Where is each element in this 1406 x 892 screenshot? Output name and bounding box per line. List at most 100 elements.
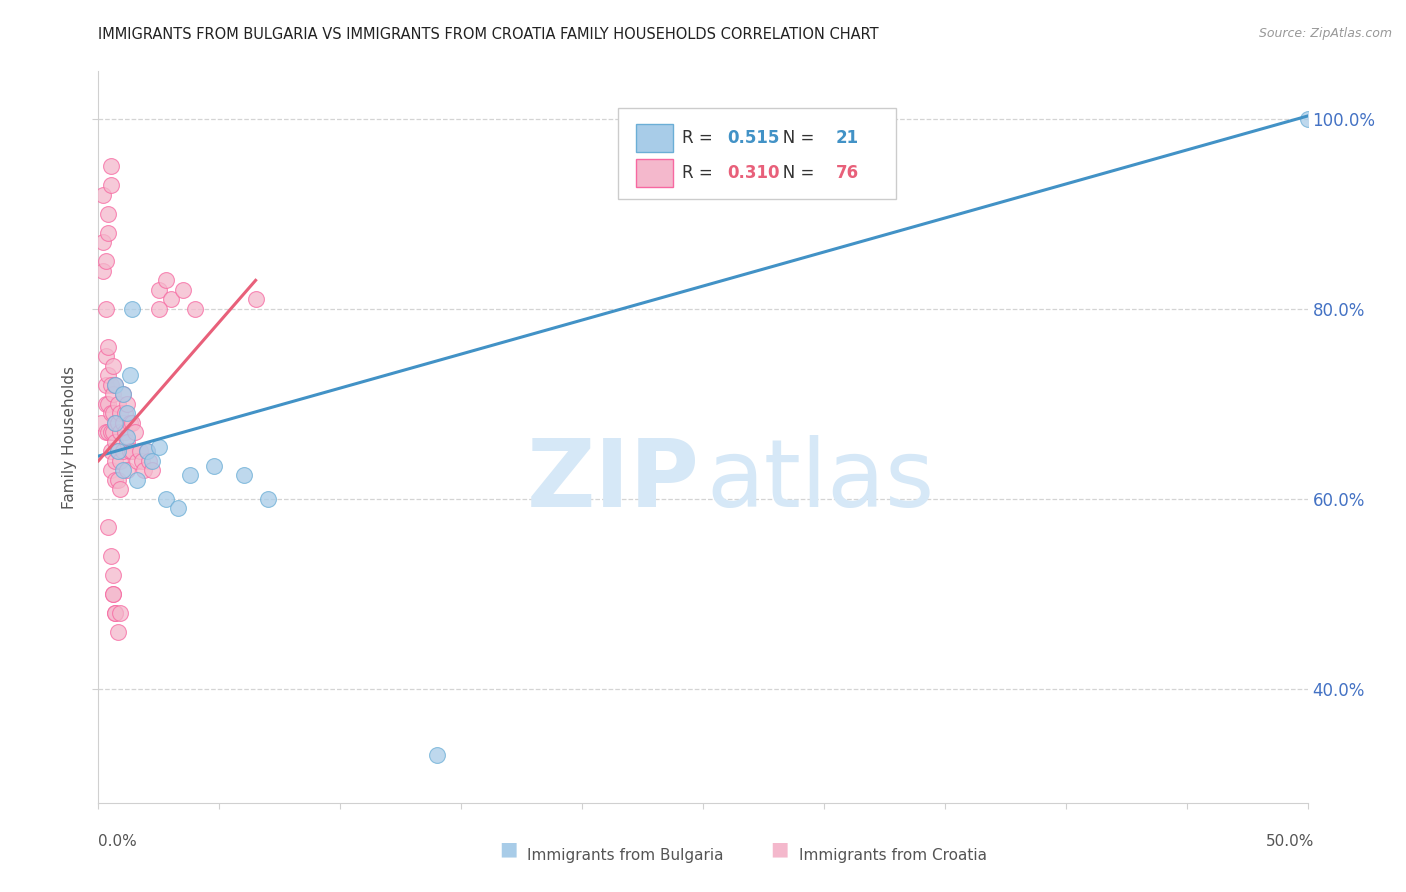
Point bbox=[91, 187, 114, 202]
Point bbox=[91, 264, 114, 278]
Text: R =: R = bbox=[682, 129, 718, 147]
Point bbox=[141, 463, 163, 477]
Point bbox=[172, 283, 194, 297]
Point bbox=[100, 425, 122, 440]
Point bbox=[118, 416, 141, 430]
Bar bbox=[637, 159, 672, 187]
Point bbox=[97, 207, 120, 221]
Point bbox=[121, 416, 143, 430]
Point bbox=[101, 567, 124, 582]
Point bbox=[100, 549, 122, 563]
Point bbox=[179, 468, 201, 483]
Text: Immigrants from Croatia: Immigrants from Croatia bbox=[799, 847, 987, 863]
Text: Immigrants from Bulgaria: Immigrants from Bulgaria bbox=[527, 847, 724, 863]
Point bbox=[107, 624, 129, 639]
Text: ZIP: ZIP bbox=[526, 435, 699, 527]
Point bbox=[104, 377, 127, 392]
Point bbox=[97, 520, 120, 534]
Point bbox=[155, 273, 177, 287]
Text: 50.0%: 50.0% bbox=[1267, 834, 1315, 849]
Point bbox=[108, 406, 131, 420]
Point bbox=[204, 458, 226, 473]
Point bbox=[118, 444, 141, 458]
Point bbox=[101, 587, 124, 601]
Point bbox=[107, 416, 129, 430]
Point bbox=[117, 463, 139, 477]
Point bbox=[232, 468, 254, 483]
Point bbox=[101, 425, 124, 440]
Point bbox=[107, 444, 129, 458]
Point bbox=[97, 340, 120, 354]
Point bbox=[97, 425, 120, 440]
Text: ■: ■ bbox=[499, 839, 517, 858]
Point bbox=[127, 473, 149, 487]
Point bbox=[256, 491, 278, 506]
Point bbox=[111, 444, 134, 458]
Point bbox=[94, 397, 117, 411]
Point bbox=[127, 454, 149, 468]
Text: N =: N = bbox=[768, 164, 820, 182]
Point bbox=[114, 406, 136, 420]
Point bbox=[111, 416, 134, 430]
Point bbox=[101, 359, 124, 373]
Point bbox=[100, 444, 122, 458]
FancyBboxPatch shape bbox=[619, 108, 897, 200]
Point bbox=[148, 283, 170, 297]
Point bbox=[107, 397, 129, 411]
Point bbox=[101, 406, 124, 420]
Text: 0.310: 0.310 bbox=[727, 164, 780, 182]
Point bbox=[101, 387, 124, 401]
Point bbox=[117, 434, 139, 449]
Point bbox=[91, 235, 114, 250]
Point bbox=[121, 301, 143, 316]
Point bbox=[104, 606, 127, 620]
Point bbox=[104, 473, 127, 487]
Point bbox=[121, 444, 143, 458]
Text: IMMIGRANTS FROM BULGARIA VS IMMIGRANTS FROM CROATIA FAMILY HOUSEHOLDS CORRELATIO: IMMIGRANTS FROM BULGARIA VS IMMIGRANTS F… bbox=[98, 27, 879, 42]
Point bbox=[135, 444, 157, 458]
Point bbox=[100, 178, 122, 193]
Text: R =: R = bbox=[682, 164, 718, 182]
Point bbox=[148, 440, 170, 454]
Point bbox=[94, 254, 117, 268]
Point bbox=[90, 416, 112, 430]
Point bbox=[94, 425, 117, 440]
Point bbox=[167, 501, 190, 516]
Text: atlas: atlas bbox=[707, 435, 935, 527]
Bar bbox=[637, 124, 672, 152]
Point bbox=[148, 301, 170, 316]
Point bbox=[426, 748, 449, 763]
Point bbox=[107, 444, 129, 458]
Point bbox=[97, 397, 120, 411]
Point bbox=[245, 293, 267, 307]
Point bbox=[97, 368, 120, 383]
Point bbox=[117, 430, 139, 444]
Text: 0.0%: 0.0% bbox=[98, 834, 138, 849]
Point bbox=[104, 454, 127, 468]
Point bbox=[114, 425, 136, 440]
Point bbox=[134, 463, 156, 477]
Point bbox=[97, 226, 120, 240]
Point bbox=[104, 606, 127, 620]
Point bbox=[108, 483, 131, 497]
Point bbox=[100, 377, 122, 392]
Point bbox=[131, 454, 153, 468]
Point bbox=[94, 377, 117, 392]
Text: 76: 76 bbox=[837, 164, 859, 182]
Point bbox=[117, 397, 139, 411]
Point bbox=[100, 159, 122, 173]
Point bbox=[108, 425, 131, 440]
Point bbox=[111, 387, 134, 401]
Point bbox=[118, 368, 141, 383]
Point bbox=[135, 444, 157, 458]
Point bbox=[101, 587, 124, 601]
Point bbox=[128, 444, 150, 458]
Point bbox=[104, 434, 127, 449]
Point bbox=[94, 301, 117, 316]
Point bbox=[111, 387, 134, 401]
Point bbox=[141, 454, 163, 468]
Point bbox=[94, 349, 117, 363]
Point bbox=[108, 454, 131, 468]
Point bbox=[117, 406, 139, 420]
Point bbox=[107, 473, 129, 487]
